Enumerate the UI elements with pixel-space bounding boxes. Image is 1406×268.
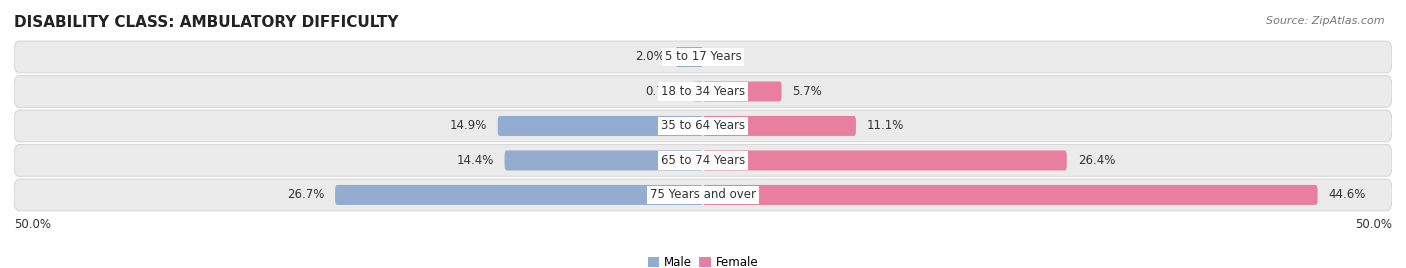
Text: 0.73%: 0.73%: [645, 85, 682, 98]
FancyBboxPatch shape: [14, 110, 1392, 142]
Text: 65 to 74 Years: 65 to 74 Years: [661, 154, 745, 167]
Text: 14.4%: 14.4%: [456, 154, 494, 167]
FancyBboxPatch shape: [703, 150, 1067, 170]
FancyBboxPatch shape: [498, 116, 703, 136]
Text: 14.9%: 14.9%: [450, 120, 486, 132]
Text: 35 to 64 Years: 35 to 64 Years: [661, 120, 745, 132]
FancyBboxPatch shape: [335, 185, 703, 205]
Text: DISABILITY CLASS: AMBULATORY DIFFICULTY: DISABILITY CLASS: AMBULATORY DIFFICULTY: [14, 15, 398, 30]
FancyBboxPatch shape: [14, 179, 1392, 211]
Text: 5.7%: 5.7%: [793, 85, 823, 98]
Text: 11.1%: 11.1%: [868, 120, 904, 132]
Text: 2.0%: 2.0%: [634, 50, 665, 64]
FancyBboxPatch shape: [703, 116, 856, 136]
Text: 0.0%: 0.0%: [714, 50, 744, 64]
Text: 75 Years and over: 75 Years and over: [650, 188, 756, 202]
Text: 50.0%: 50.0%: [1355, 218, 1392, 231]
FancyBboxPatch shape: [703, 185, 1317, 205]
Text: 50.0%: 50.0%: [14, 218, 51, 231]
FancyBboxPatch shape: [675, 47, 703, 67]
Text: 44.6%: 44.6%: [1329, 188, 1367, 202]
Text: 5 to 17 Years: 5 to 17 Years: [665, 50, 741, 64]
Text: 26.7%: 26.7%: [287, 188, 323, 202]
FancyBboxPatch shape: [703, 81, 782, 102]
Legend: Male, Female: Male, Female: [643, 251, 763, 268]
FancyBboxPatch shape: [505, 150, 703, 170]
FancyBboxPatch shape: [14, 144, 1392, 176]
FancyBboxPatch shape: [693, 81, 703, 102]
FancyBboxPatch shape: [14, 76, 1392, 107]
Text: Source: ZipAtlas.com: Source: ZipAtlas.com: [1267, 16, 1385, 26]
FancyBboxPatch shape: [14, 41, 1392, 73]
Text: 18 to 34 Years: 18 to 34 Years: [661, 85, 745, 98]
Text: 26.4%: 26.4%: [1078, 154, 1115, 167]
